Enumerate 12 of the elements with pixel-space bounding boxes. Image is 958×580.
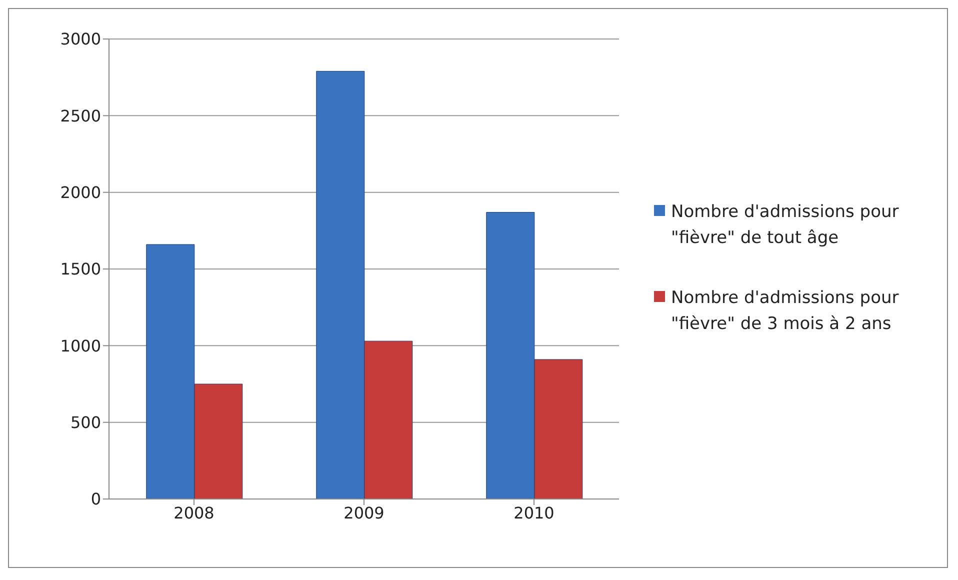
y-tick-label: 500: [70, 413, 101, 432]
y-tick-label: 3000: [60, 30, 101, 49]
x-tick-label: 2008: [174, 503, 214, 522]
y-tick-label: 2000: [60, 183, 101, 202]
x-tick-label: 2010: [514, 503, 554, 522]
x-tick-label: 2009: [344, 503, 384, 522]
y-tick-label: 1000: [60, 336, 101, 356]
y-tick-label: 2500: [60, 106, 101, 126]
y-tick-label: 0: [90, 490, 101, 509]
y-tick-label: 1500: [60, 260, 101, 279]
legend-label: Nombre d'admissions pour "fièvre" de tout âge: [671, 201, 900, 250]
legend-label: Nombre d'admissions pour "fièvre" de 3 mois à 2 ans: [671, 287, 900, 336]
